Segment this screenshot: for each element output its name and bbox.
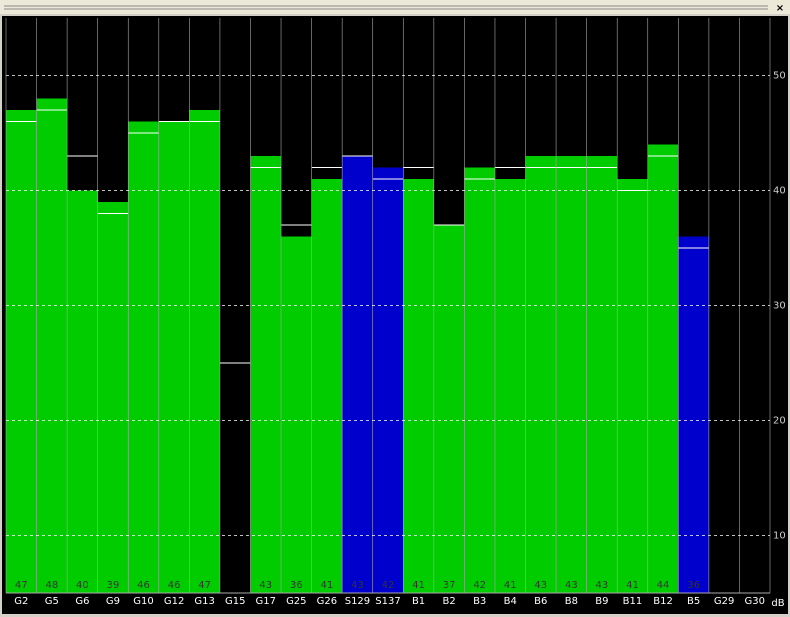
y-axis-label: dB	[771, 598, 784, 609]
value-label: 43	[596, 580, 609, 591]
bar	[433, 225, 465, 593]
close-button[interactable]: ×	[776, 3, 784, 14]
x-tick-label: G25	[286, 596, 306, 607]
value-label: 47	[198, 580, 211, 591]
x-tick-label: G26	[317, 596, 337, 607]
x-tick-label: G13	[194, 596, 214, 607]
value-label: 41	[412, 580, 425, 591]
x-tick-label: B11	[623, 596, 643, 607]
value-label: 36	[290, 580, 303, 591]
bar	[250, 156, 282, 593]
x-tick-label: G12	[164, 596, 184, 607]
x-tick-label: G2	[14, 596, 28, 607]
x-tick-label: B8	[565, 596, 578, 607]
value-label: 46	[168, 580, 181, 591]
bar	[342, 156, 373, 593]
x-tick-label: G15	[225, 596, 245, 607]
x-tick-label: B5	[687, 596, 700, 607]
value-label: 39	[107, 580, 120, 591]
value-label: 44	[657, 580, 670, 591]
title-bar	[0, 0, 790, 14]
x-tick-label: G30	[744, 596, 764, 607]
bar	[311, 179, 343, 593]
value-label: 41	[321, 580, 334, 591]
bar	[556, 156, 587, 593]
value-label: 41	[626, 580, 639, 591]
x-tick-label: G9	[106, 596, 120, 607]
x-tick-label: B1	[412, 596, 425, 607]
value-label: 43	[534, 580, 547, 591]
value-label: 42	[473, 580, 486, 591]
x-tick-label: B3	[473, 596, 486, 607]
x-tick-label: B2	[443, 596, 456, 607]
value-label: 37	[443, 580, 456, 591]
bar	[281, 236, 312, 593]
value-label: 36	[687, 580, 700, 591]
bar	[67, 190, 98, 593]
value-label: 43	[259, 580, 272, 591]
x-tick-label: S137	[375, 596, 400, 607]
bar	[128, 121, 159, 593]
bar	[97, 202, 129, 593]
value-label: 47	[15, 580, 28, 591]
bar	[372, 167, 404, 593]
bar	[525, 156, 557, 593]
bar	[464, 167, 495, 593]
x-tick-label: B9	[595, 596, 608, 607]
bar	[617, 179, 648, 593]
y-tick-label: 20	[773, 416, 786, 427]
bar	[36, 98, 68, 593]
value-label: 41	[504, 580, 517, 591]
x-tick-label: B4	[504, 596, 517, 607]
x-tick-label: B6	[534, 596, 547, 607]
bar	[158, 121, 190, 593]
y-tick-label: 30	[773, 301, 786, 312]
x-tick-label: S129	[345, 596, 370, 607]
y-tick-label: 50	[773, 71, 786, 82]
bar	[494, 179, 526, 593]
value-label: 43	[565, 580, 578, 591]
x-tick-label: G17	[256, 596, 276, 607]
bar	[586, 156, 618, 593]
value-label: 40	[76, 580, 89, 591]
bar	[189, 110, 220, 593]
bar	[6, 110, 37, 593]
bar	[678, 236, 709, 593]
value-label: 48	[45, 580, 58, 591]
y-tick-label: 10	[773, 531, 786, 542]
value-label: 42	[382, 580, 395, 591]
value-label: 46	[137, 580, 150, 591]
bar	[403, 179, 434, 593]
x-tick-label: G5	[45, 596, 59, 607]
x-tick-label: B12	[653, 596, 673, 607]
y-tick-label: 40	[773, 186, 786, 197]
x-tick-label: G10	[133, 596, 153, 607]
x-tick-label: G29	[714, 596, 734, 607]
x-tick-label: G6	[75, 596, 89, 607]
value-label: 43	[351, 580, 364, 591]
bar	[647, 144, 679, 593]
